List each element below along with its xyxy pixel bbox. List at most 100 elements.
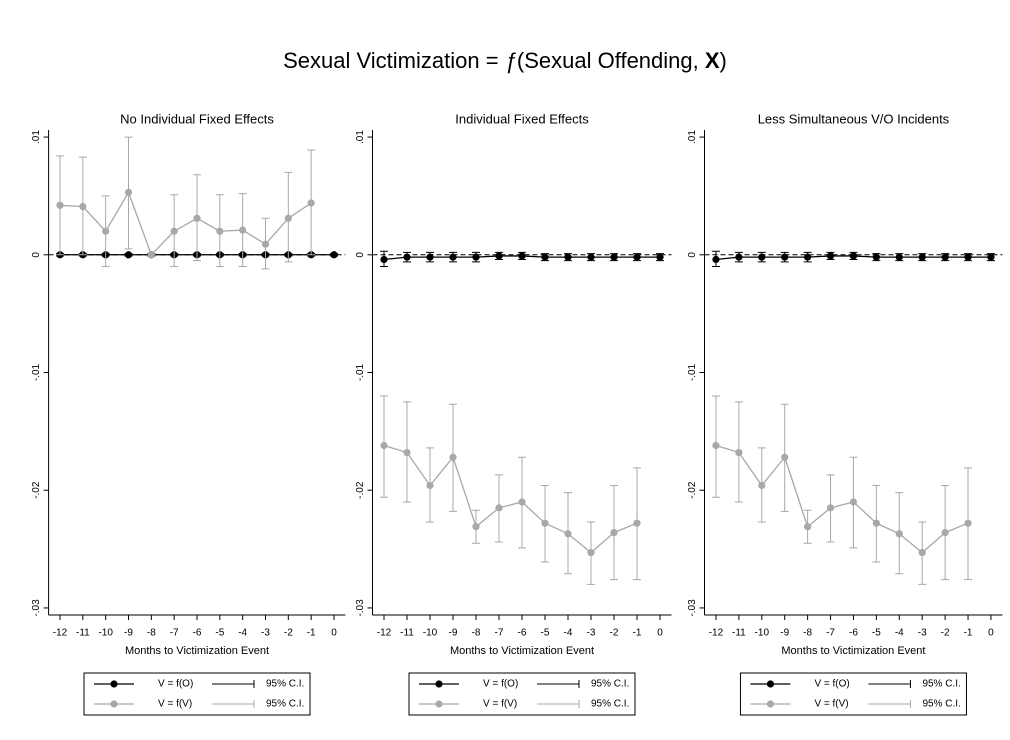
x-tick-label: -11 (732, 628, 746, 639)
x-tick-label: -11 (400, 628, 414, 639)
point (735, 253, 743, 261)
series-line (59, 190, 312, 256)
legend-marker (110, 680, 118, 688)
x-tick-label: -3 (587, 628, 596, 639)
point (403, 448, 411, 457)
point (849, 252, 858, 260)
y-tick-label: -.01 (31, 363, 42, 381)
y-tick-label: -.03 (687, 599, 698, 617)
point (472, 523, 480, 531)
point (872, 253, 880, 261)
legend-ci (868, 680, 911, 688)
point (564, 530, 572, 538)
point (587, 253, 595, 261)
point (239, 226, 247, 234)
legend-ci (537, 700, 580, 708)
x-tick-label: -9 (780, 628, 789, 639)
x-tick-label: -10 (755, 628, 770, 639)
x-tick-label: -8 (803, 628, 812, 639)
point (193, 214, 201, 222)
point (307, 199, 315, 207)
y-tick-label: 0 (31, 252, 42, 258)
point (758, 481, 766, 490)
point (712, 255, 720, 264)
y-tick-label: 0 (687, 252, 698, 258)
point (964, 519, 972, 527)
point (284, 214, 292, 222)
point (564, 253, 572, 261)
x-tick-label: -9 (124, 628, 133, 639)
y-tick-label: 0 (355, 252, 366, 258)
x-tick-label: 0 (657, 628, 663, 639)
x-tick-label: 0 (331, 628, 337, 639)
y-tick-label: -.02 (31, 481, 42, 499)
panel-title: No Individual Fixed Effects (120, 111, 274, 126)
series-line (715, 444, 969, 554)
point (849, 498, 858, 506)
x-tick-label: -4 (895, 628, 904, 639)
point (330, 251, 338, 259)
point (426, 253, 434, 261)
point (216, 227, 224, 235)
title-part: ) (720, 48, 727, 73)
point (102, 227, 110, 235)
legend-label: V = f(V) (814, 699, 848, 710)
point (495, 252, 503, 260)
legend-label: V = f(O) (814, 679, 849, 690)
point (79, 202, 87, 211)
point (124, 188, 133, 196)
title-part: X (705, 48, 720, 73)
point (758, 253, 766, 261)
x-tick-label: -6 (518, 628, 527, 639)
x-tick-label: -1 (964, 628, 973, 639)
x-tick-label: -5 (872, 628, 881, 639)
point (261, 240, 270, 248)
y-tick-label: -.03 (355, 599, 366, 617)
x-tick-label: -2 (610, 628, 619, 639)
legend-label: V = f(V) (483, 699, 517, 710)
x-tick-label: -7 (826, 628, 835, 639)
point (804, 253, 812, 261)
point (918, 549, 926, 557)
x-tick-label: -6 (849, 628, 858, 639)
legend-label: 95% C.I. (922, 679, 960, 690)
x-tick-label: -7 (170, 628, 179, 639)
point (426, 481, 434, 490)
legend-marker (110, 700, 118, 708)
x-tick-label: -8 (472, 628, 481, 639)
point (147, 251, 155, 259)
legend-ci (537, 680, 580, 688)
x-tick-label: -9 (449, 628, 458, 639)
y-tick-label: -.03 (31, 599, 42, 617)
point (941, 528, 949, 537)
point (781, 253, 789, 261)
point (449, 253, 457, 261)
title-part: Sexual Victimization = (283, 48, 505, 73)
point (541, 519, 549, 527)
point (826, 252, 835, 260)
point (170, 227, 178, 235)
point (735, 448, 743, 457)
title-part: (Sexual Offending, (517, 48, 705, 73)
point (124, 251, 133, 259)
point (495, 504, 503, 512)
x-tick-label: -2 (284, 628, 293, 639)
point (518, 498, 526, 506)
point (656, 253, 664, 261)
figure-title: Sexual Victimization = ƒ(Sexual Offendin… (283, 48, 727, 73)
point (872, 519, 880, 527)
x-tick-label: 0 (988, 628, 994, 639)
point (987, 253, 995, 261)
legend-label: 95% C.I. (266, 699, 304, 710)
legend-box (408, 672, 636, 716)
series-line (383, 444, 638, 554)
point (941, 253, 949, 261)
legend-ci (212, 680, 255, 688)
title-part: ƒ (505, 48, 517, 73)
point (449, 453, 457, 461)
point (56, 201, 64, 209)
point (518, 252, 526, 260)
legend-marker (435, 700, 443, 708)
point (380, 441, 388, 450)
